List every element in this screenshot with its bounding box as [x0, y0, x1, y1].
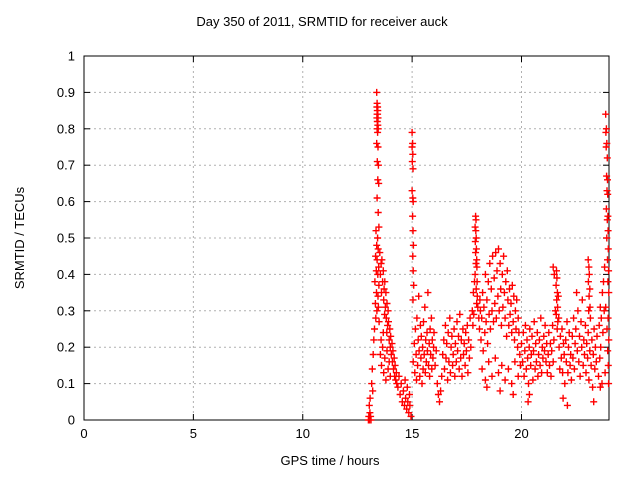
y-tick-label: 0.2: [57, 340, 75, 355]
x-tick-label: 10: [296, 426, 310, 441]
y-tick-label: 1: [68, 49, 75, 64]
x-tick-label: 20: [514, 426, 528, 441]
x-tick-label: 0: [80, 426, 87, 441]
y-tick-label: 0.6: [57, 194, 75, 209]
y-tick-label: 0.3: [57, 303, 75, 318]
y-axis-label: SRMTID / TECUs: [12, 186, 27, 289]
y-tick-label: 0.1: [57, 376, 75, 391]
y-tick-label: 0.7: [57, 158, 75, 173]
plot-generated-content: 0 5 10 15 20 0 0.1 0.2 0.3 0.4 0.5 0.6 0.7 0.8 0.9 1: [57, 49, 613, 441]
x-tick-label: 5: [190, 426, 197, 441]
y-tick-label: 0.4: [57, 267, 75, 282]
chart-title: Day 350 of 2011, SRMTID for receiver auc…: [196, 14, 448, 29]
x-tick-label: 15: [405, 426, 419, 441]
x-axis-label: GPS time / hours: [281, 453, 380, 468]
y-tick-label: 0: [68, 413, 75, 428]
data-points: [364, 88, 613, 424]
y-tick-label: 0.5: [57, 231, 75, 246]
y-tick-label: 0.8: [57, 121, 75, 136]
y-tick-label: 0.9: [57, 85, 75, 100]
